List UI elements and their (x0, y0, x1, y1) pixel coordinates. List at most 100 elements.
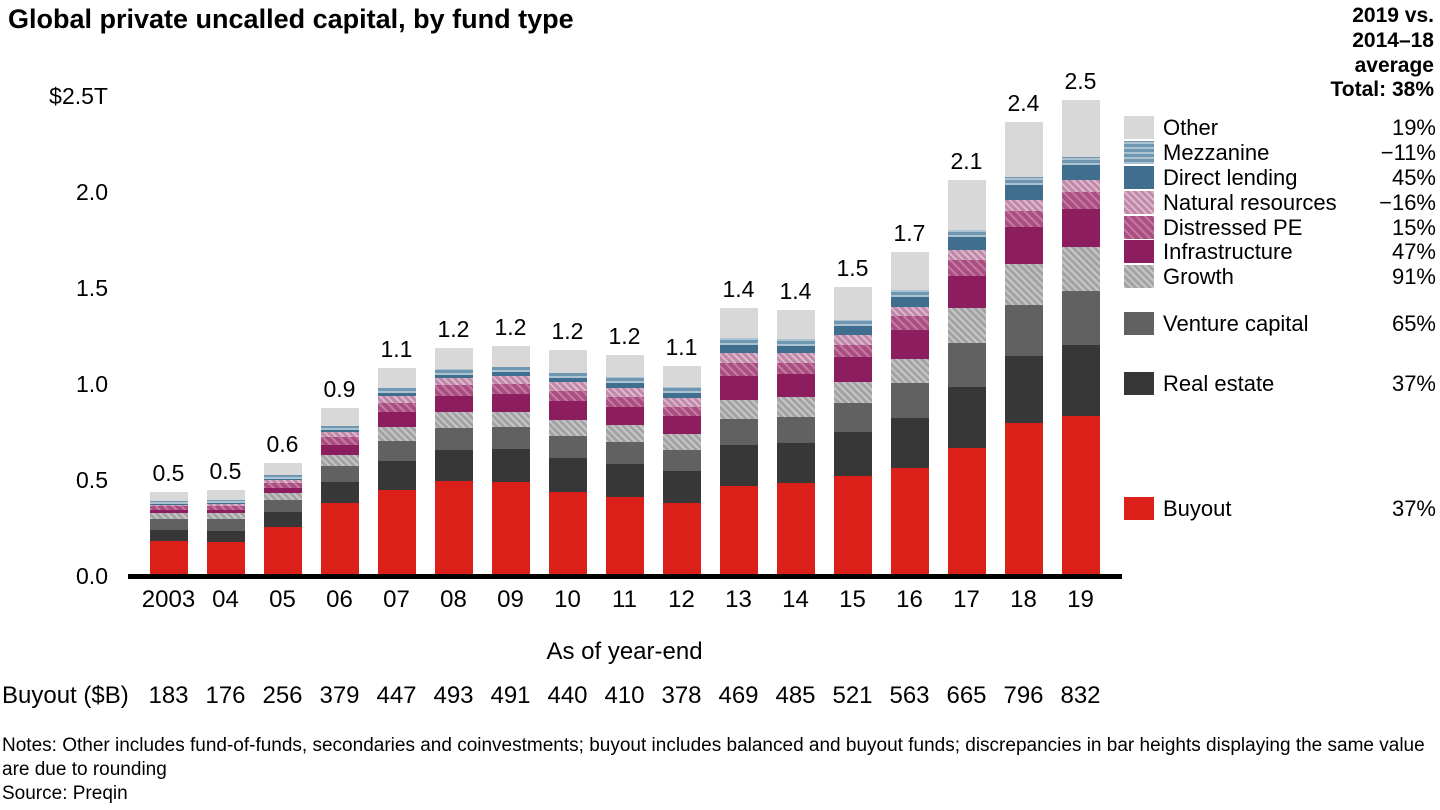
bar-segment-venture_capital (263, 500, 302, 513)
bar-segment-infrastructure (662, 416, 701, 435)
bar-segment-direct_lending (548, 378, 587, 383)
direct-lending-swatch-icon (1124, 166, 1154, 189)
y-axis: $2.5T 2.0 1.5 1.0 0.5 0.0 (36, 0, 108, 600)
bar-column-05: 0.6 (254, 431, 311, 576)
bar-segment-infrastructure (1004, 227, 1043, 264)
bar-segment-natural_resources (548, 382, 587, 391)
bar-segment-venture_capital (719, 418, 758, 445)
bar-segment-real_estate (719, 444, 758, 486)
bar-segment-growth (377, 426, 416, 442)
bar-segment-buyout (263, 526, 302, 576)
bar-column-19: 2.5 (1052, 68, 1109, 576)
bar-total-label: 2.4 (1007, 89, 1040, 116)
legend-item-buyout: Buyout 37% (1124, 495, 1436, 522)
bar-segment-direct_lending (1061, 164, 1100, 181)
bar-segment-buyout (605, 497, 644, 576)
x-axis-title: As of year-end (546, 638, 703, 665)
legend-item-infrastructure: Infrastructure 47% (1124, 238, 1436, 265)
bar-segment-infrastructure (320, 444, 359, 456)
bar-segment-distressed_pe (890, 316, 929, 330)
x-tick-label: 12 (668, 586, 695, 613)
bar-total-label: 1.5 (836, 254, 869, 281)
bar-column-04: 0.5 (197, 457, 254, 576)
bar-segment-buyout (833, 475, 872, 576)
bar-segment-real_estate (434, 449, 473, 482)
bar-segment-mezzanine (1004, 177, 1043, 186)
bar-stack (377, 368, 416, 576)
bar-column-13: 1.4 (710, 276, 767, 576)
bar-stack (662, 366, 701, 576)
bar-column-08: 1.2 (425, 316, 482, 576)
bar-stack (263, 462, 302, 576)
x-tick-label: 05 (269, 586, 296, 613)
bar-segment-real_estate (548, 457, 587, 492)
bar-segment-direct_lending (377, 393, 416, 397)
bar-segment-growth (149, 513, 188, 519)
bar-segment-other (320, 408, 359, 426)
bar-segment-venture_capital (776, 416, 815, 443)
bar-total-label: 0.5 (209, 457, 242, 484)
bar-segment-other (1061, 99, 1100, 158)
mezzanine-swatch-icon (1124, 141, 1154, 164)
bar-column-06: 0.9 (311, 376, 368, 576)
bar-segment-distressed_pe (548, 390, 587, 402)
x-tick-label: 07 (383, 586, 410, 613)
legend-label: Buyout (1163, 495, 1232, 521)
legend-item-other: Other 19% (1124, 114, 1436, 141)
infrastructure-swatch-icon (1124, 240, 1154, 263)
bar-segment-mezzanine (377, 387, 416, 394)
bar-segment-buyout (491, 481, 530, 576)
bar-segment-distressed_pe (833, 344, 872, 357)
bar-segment-infrastructure (263, 487, 302, 494)
bar-segment-real_estate (206, 530, 245, 543)
buyout-swatch-icon (1124, 497, 1154, 520)
bar-segment-direct_lending (662, 393, 701, 398)
bar-column-2003: 0.5 (140, 460, 197, 576)
bar-segment-real_estate (890, 418, 929, 468)
bar-segment-venture_capital (947, 342, 986, 387)
bar-segment-distressed_pe (947, 260, 986, 276)
bar-segment-direct_lending (776, 345, 815, 354)
bar-segment-natural_resources (605, 387, 644, 397)
bar-segment-buyout (548, 491, 587, 576)
buyout-value: 796 (1003, 682, 1044, 709)
bar-segment-other (833, 286, 872, 320)
buyout-value: 176 (205, 682, 246, 709)
natural-resources-swatch-icon (1124, 191, 1154, 214)
buyout-value: 440 (547, 682, 588, 709)
bar-segment-natural_resources (890, 306, 929, 317)
bar-segment-other (662, 366, 701, 388)
bar-segment-mezzanine (833, 319, 872, 327)
bar-total-label: 0.6 (266, 430, 299, 457)
legend-label: Growth (1163, 263, 1234, 289)
bar-segment-other (434, 347, 473, 370)
bar-segment-natural_resources (434, 377, 473, 386)
bar-segment-growth (206, 513, 245, 520)
bar-segment-growth (719, 399, 758, 419)
bar-segment-infrastructure (548, 401, 587, 420)
bar-segment-natural_resources (947, 249, 986, 261)
bar-segment-mezzanine (434, 369, 473, 375)
bar-segment-distressed_pe (1004, 211, 1043, 228)
bar-segment-other (890, 251, 929, 291)
bar-stack (947, 179, 986, 576)
legend-label: Other (1163, 114, 1219, 140)
bar-stack (605, 355, 644, 576)
bar-segment-real_estate (263, 512, 302, 527)
bar-segment-mezzanine (662, 387, 701, 394)
bar-segment-buyout (947, 448, 986, 576)
bar-segment-natural_resources (377, 396, 416, 403)
bar-segment-real_estate (1061, 345, 1100, 417)
venture-capital-swatch-icon (1124, 312, 1154, 335)
x-tick-label: 06 (326, 586, 353, 613)
bar-segment-buyout (434, 481, 473, 576)
bar-segment-other (206, 489, 245, 501)
bar-segment-buyout (1061, 416, 1100, 576)
legend-label: Infrastructure (1163, 238, 1293, 264)
bar-segment-real_estate (833, 431, 872, 476)
legend-item-real-estate: Real estate 37% (1124, 370, 1436, 397)
bar-segment-direct_lending (1004, 185, 1043, 200)
bar-segment-growth (491, 411, 530, 428)
buyout-value: 379 (319, 682, 360, 709)
legend-item-mezzanine: Mezzanine −11% (1124, 139, 1436, 166)
